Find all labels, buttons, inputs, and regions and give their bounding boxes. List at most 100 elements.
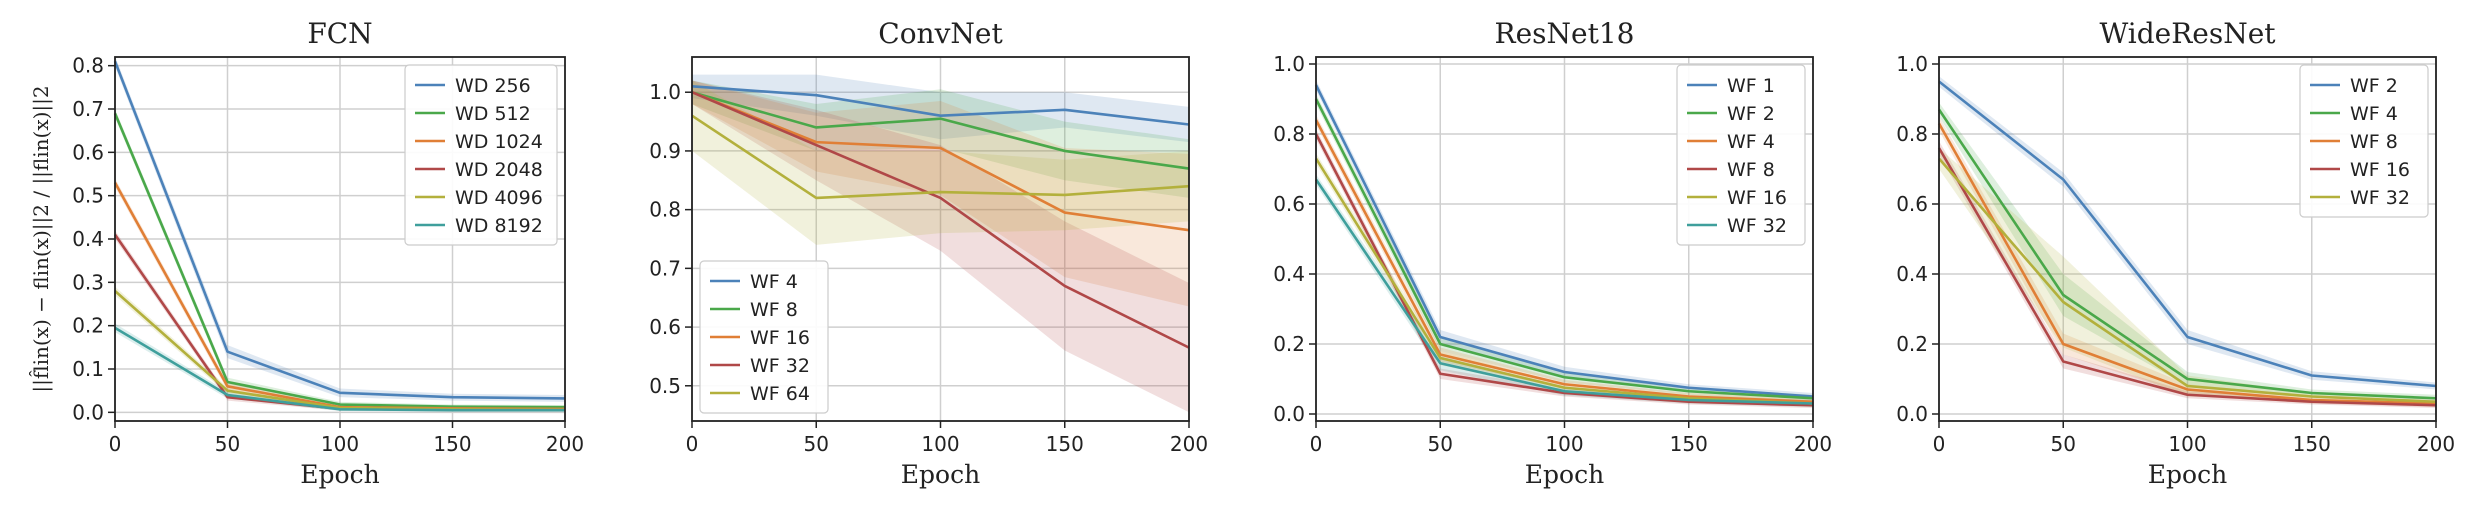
legend-label: WF 32 (2350, 187, 2410, 209)
x-tick-label: 0 (109, 432, 122, 456)
y-tick-label: 0.4 (72, 227, 104, 251)
legend-label: WF 16 (2350, 159, 2410, 181)
y-tick-label: 0.8 (649, 198, 681, 222)
legend-label: WF 8 (1727, 159, 1775, 181)
legend-label: WF 16 (1727, 187, 1787, 209)
series-line (114, 326, 565, 412)
series-line (1937, 108, 2437, 400)
x-tick-label: 150 (2293, 432, 2331, 456)
y-tick-label: 0.6 (1896, 192, 1928, 216)
y-tick-label: 0.4 (1896, 262, 1928, 286)
x-tick-label: 0 (686, 432, 699, 456)
y-tick-label: 0.2 (1273, 332, 1305, 356)
series-band (692, 80, 1189, 198)
y-tick-label: 0.7 (72, 97, 104, 121)
y-tick-label: 0.1 (72, 357, 104, 381)
y-tick-label: 0.8 (1273, 122, 1305, 146)
y-tick-label: 1.0 (1273, 52, 1305, 76)
legend-box (699, 260, 829, 414)
x-tick-label: 100 (321, 432, 359, 456)
y-tick-label: 0.6 (1273, 192, 1305, 216)
series-line (691, 91, 1190, 349)
y-tick-label: 0.5 (72, 184, 104, 208)
series-line (113, 60, 566, 400)
x-tick-label: 0 (1310, 432, 1323, 456)
legend-label: WF 32 (750, 355, 810, 377)
legend-box (2299, 64, 2429, 218)
y-tick-label: 0.8 (72, 54, 104, 78)
series-band (1939, 102, 2436, 402)
series-line (1314, 84, 1814, 398)
legend-label: WF 2 (2350, 75, 2398, 97)
y-tick-label: 0.7 (649, 256, 681, 280)
x-tick-label: 100 (921, 432, 959, 456)
series-line (1937, 122, 2437, 405)
series-line (691, 90, 1190, 170)
y-tick-label: 0.0 (72, 400, 104, 424)
series-line (1314, 98, 1814, 400)
legend: WD 256 WD 512 WD 1024 WD 2048 WD 4096 WD 8192 (404, 64, 558, 246)
y-tick-label: 0.2 (72, 314, 104, 338)
series-line (1938, 80, 2437, 388)
y-tick-label: 0.0 (1273, 402, 1305, 426)
series-line (691, 114, 1190, 200)
legend-label: WF 4 (2350, 103, 2398, 125)
x-tick-label: 200 (2417, 432, 2455, 456)
legend-label: WD 1024 (455, 131, 543, 153)
y-tick-label: 0.2 (1896, 332, 1928, 356)
x-axis-label: Epoch (901, 460, 980, 489)
series-band (692, 80, 1189, 413)
legend: WF 4 WF 8 WF 16 WF 32 WF 64 (699, 260, 829, 414)
x-tick-label: 200 (546, 432, 584, 456)
panel-title: FCN (307, 17, 372, 50)
x-tick-label: 150 (433, 432, 471, 456)
x-tick-label: 50 (215, 432, 240, 456)
legend-label: WD 4096 (455, 187, 543, 209)
x-tick-label: 100 (2168, 432, 2206, 456)
panel-title: ResNet18 (1495, 17, 1635, 50)
legend-label: WF 2 (1727, 103, 1775, 125)
y-tick-label: 0.3 (72, 270, 104, 294)
y-tick-label: 0.0 (1896, 402, 1928, 426)
y-tick-label: 0.5 (649, 374, 681, 398)
legend-label: WF 32 (1727, 215, 1787, 237)
x-tick-label: 50 (1428, 432, 1453, 456)
legend-label: WD 512 (455, 103, 531, 125)
panel-title: ConvNet (878, 17, 1003, 50)
series-line (691, 85, 1190, 126)
x-tick-label: 50 (2051, 432, 2076, 456)
x-tick-label: 50 (804, 432, 829, 456)
series-line (113, 112, 566, 409)
x-tick-label: 200 (1170, 432, 1208, 456)
x-tick-label: 200 (1794, 432, 1832, 456)
legend: WF 1 WF 2 WF 4 WF 8 WF 16 WF 32 (1676, 64, 1806, 246)
x-tick-label: 150 (1046, 432, 1084, 456)
series-band (692, 80, 1189, 245)
legend-label: WF 8 (2350, 131, 2398, 153)
series-line (1314, 119, 1814, 404)
legend-label: WF 16 (750, 327, 810, 349)
y-tick-label: 0.4 (1273, 262, 1305, 286)
legend-label: WD 2048 (455, 159, 543, 181)
series-line (1938, 157, 2437, 404)
panel-title: WideResNet (2099, 17, 2276, 50)
legend-box (404, 64, 558, 246)
y-tick-label: 0.8 (1896, 122, 1928, 146)
legend-label: WD 256 (455, 75, 531, 97)
y-tick-label: 1.0 (649, 80, 681, 104)
series-band (1939, 148, 2436, 406)
series-line (1314, 178, 1814, 405)
y-tick-label: 0.6 (649, 315, 681, 339)
x-axis-label: Epoch (2148, 460, 2227, 489)
y-tick-label: 0.9 (649, 139, 681, 163)
legend-label: WF 4 (1727, 131, 1775, 153)
legend-label: WF 64 (750, 383, 810, 405)
panel-convnet: ConvNet Epoch 0 50 100 150 200 0.5 0.6 0.7 0.8 0.… (649, 17, 1208, 489)
legend-label: WF 8 (750, 299, 798, 321)
legend-label: WD 8192 (455, 215, 543, 237)
legend: WF 2 WF 4 WF 8 WF 16 WF 32 (2299, 64, 2429, 218)
series-line (1937, 147, 2437, 407)
x-axis-label: Epoch (300, 460, 379, 489)
legend-box (1676, 64, 1806, 246)
